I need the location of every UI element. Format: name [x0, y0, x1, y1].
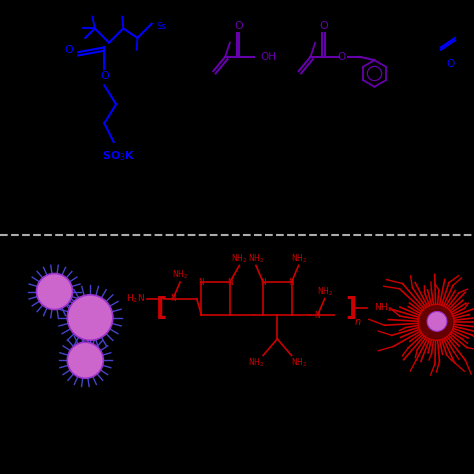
Text: O: O — [234, 21, 243, 31]
Text: H$_2$N: H$_2$N — [126, 292, 145, 305]
Text: O: O — [337, 52, 346, 62]
Text: NH$_2$: NH$_2$ — [374, 302, 393, 314]
Text: N: N — [289, 278, 294, 286]
Text: ]: ] — [345, 296, 356, 320]
Text: NH$_2$: NH$_2$ — [291, 252, 307, 264]
Text: n: n — [355, 317, 361, 328]
Circle shape — [36, 273, 73, 310]
Text: [: [ — [155, 296, 167, 320]
Text: NH$_2$: NH$_2$ — [248, 252, 264, 264]
Text: O: O — [319, 21, 328, 31]
Text: NH$_2$: NH$_2$ — [248, 356, 264, 369]
Text: OH: OH — [261, 52, 277, 62]
Circle shape — [427, 311, 447, 331]
Text: O: O — [446, 59, 455, 69]
Circle shape — [418, 304, 454, 340]
Circle shape — [67, 295, 113, 340]
Text: O: O — [100, 71, 109, 81]
Text: SO$_3$K: SO$_3$K — [101, 149, 136, 164]
Text: N: N — [260, 278, 266, 286]
Text: NH$_2$: NH$_2$ — [291, 356, 307, 369]
Text: N: N — [199, 278, 204, 286]
Text: N: N — [227, 278, 233, 286]
Text: NH$_2$: NH$_2$ — [231, 252, 247, 264]
Text: NH$_2$: NH$_2$ — [172, 269, 188, 281]
Text: N: N — [315, 311, 320, 319]
Text: O: O — [64, 45, 73, 55]
Circle shape — [67, 342, 103, 378]
Text: NH$_2$: NH$_2$ — [317, 285, 333, 298]
Text: N: N — [170, 294, 176, 303]
Text: Ss: Ss — [156, 22, 166, 30]
